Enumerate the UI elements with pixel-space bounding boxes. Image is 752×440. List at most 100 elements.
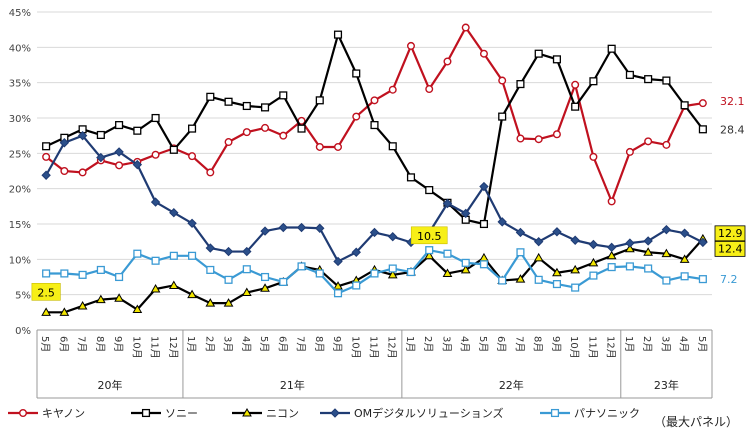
canon-point (60, 166, 69, 175)
panasonic-point (169, 251, 178, 260)
panasonic-point (516, 248, 525, 257)
sony-point (589, 77, 598, 86)
canon-point (662, 140, 671, 149)
panasonic-point (662, 276, 671, 285)
x-tick-label: 11月 (368, 336, 380, 359)
sony-point (333, 30, 343, 39)
om-digital-point (643, 236, 653, 246)
x-tick-label: 8月 (94, 336, 106, 352)
legend-item-om-digital: OMデジタルソリューションズ (320, 406, 504, 420)
series-line-om-digital (45, 134, 704, 263)
sony-point (479, 219, 489, 229)
sony-point (498, 112, 507, 121)
nikon-point (661, 248, 672, 258)
panasonic-point (443, 249, 452, 258)
om-digital-point (552, 227, 562, 237)
x-tick-label: 9月 (331, 336, 343, 352)
canon-point (352, 112, 361, 121)
om-digital-point (77, 130, 88, 141)
nikon-point (570, 264, 581, 274)
x-tick-label: 1月 (623, 336, 635, 352)
panasonic-point (680, 272, 689, 281)
panasonic-point (607, 263, 616, 272)
callout-label: 2.5 (37, 286, 55, 299)
panasonic-point (260, 272, 270, 282)
nikon-point (460, 264, 471, 274)
nikon-point (533, 252, 544, 262)
x-tick-label: 5月 (39, 336, 51, 352)
y-tick-label: 40% (9, 43, 31, 54)
sony-point (279, 91, 288, 100)
canon-point (115, 161, 124, 170)
x-tick-label: 6月 (495, 336, 507, 352)
y-tick-label: 25% (9, 149, 31, 160)
sony-point (133, 126, 142, 135)
series-lines (41, 23, 708, 316)
nikon-point (625, 243, 635, 253)
end-label-box (714, 240, 746, 257)
series-line-canon (45, 26, 704, 203)
sony-point (644, 75, 653, 84)
sony-point (607, 44, 616, 53)
sony-point (297, 124, 306, 133)
nikon-point (168, 280, 179, 289)
series-sony (42, 30, 707, 229)
canon-point (315, 142, 324, 151)
sony-point (169, 145, 178, 154)
x-tick-label: 7月 (76, 336, 88, 352)
canon-point (78, 168, 87, 177)
x-tick-label: 2月 (641, 336, 653, 352)
y-tick-label: 5% (15, 291, 31, 302)
legend: キヤノン ソニー ニコン OMデジタルソリューションズ パナソニック (8, 406, 640, 420)
om-digital-point (59, 138, 70, 148)
x-tick-label: 11月 (586, 336, 598, 359)
om-digital-point (333, 256, 343, 267)
canon-point (370, 96, 379, 105)
sony-point (224, 97, 233, 106)
nikon-point (59, 307, 70, 316)
panasonic-point (571, 283, 580, 292)
legend-item-panasonic: パナソニック (540, 407, 640, 420)
x-year-label: 23年 (654, 378, 679, 392)
nikon-point (588, 257, 599, 267)
sony-point (680, 101, 689, 110)
x-tick-label: 7月 (513, 336, 525, 352)
panasonic-point (461, 258, 470, 267)
panasonic-point (333, 289, 343, 298)
x-tick-label: 8月 (532, 336, 544, 352)
x-axis: 5月 6月 7月 8月 9月 10月 11月 12月 1月 2月 3月 4月 5月 6月 7月 8月 9月 10月… (36, 330, 713, 399)
end-label-box (714, 225, 746, 242)
sony-point (571, 102, 580, 111)
canon-point (242, 128, 251, 137)
panasonic-point (151, 256, 160, 265)
x-tick-label: 2月 (203, 336, 215, 352)
y-tick-label: 20% (9, 185, 31, 196)
panasonic-point (188, 251, 197, 260)
nikon-point (241, 287, 252, 297)
om-digital-point (205, 243, 216, 253)
panasonic-point (589, 271, 598, 280)
end-label-sony: 28.4 (720, 123, 745, 136)
om-digital-point (661, 224, 672, 235)
canon-point (498, 76, 507, 85)
canon-point (461, 23, 470, 32)
y-tick-label: 15% (9, 220, 31, 231)
canon-point (479, 49, 488, 58)
panasonic-point (352, 281, 361, 290)
legend-point (141, 408, 151, 418)
sony-point (188, 124, 197, 133)
y-tick-label: 45% (9, 8, 31, 19)
om-digital-point (351, 247, 361, 257)
x-tick-label: 4月 (240, 336, 252, 352)
canon-point (534, 135, 543, 144)
nikon-point (187, 289, 197, 299)
nikon-point (223, 298, 234, 307)
x-tick-label: 12月 (605, 336, 617, 359)
sony-point (206, 92, 215, 101)
nikon-point (260, 283, 270, 292)
sony-point (552, 55, 561, 64)
canon-point (334, 142, 343, 151)
x-tick-label: 5月 (696, 336, 708, 352)
om-digital-point (479, 181, 489, 192)
legend-point (19, 409, 28, 418)
